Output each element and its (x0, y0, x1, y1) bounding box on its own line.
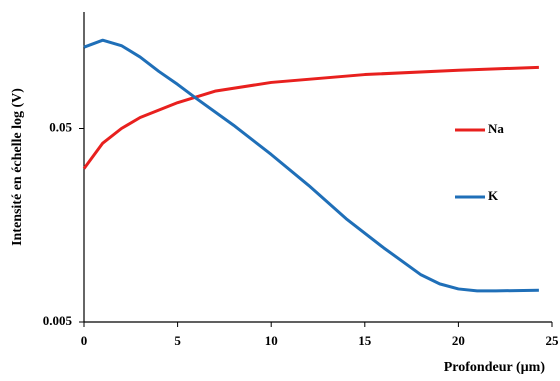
x-tick-label: 5 (174, 333, 181, 348)
y-axis-title: Intensité en échelle log (V) (10, 88, 25, 246)
x-tick-label: 20 (452, 333, 465, 348)
x-tick-label: 10 (265, 333, 278, 348)
y-tick-label: 0.005 (43, 313, 73, 328)
legend-label: K (488, 188, 499, 203)
x-tick-label: 25 (546, 333, 560, 348)
x-axis-title: Profondeur (µm) (444, 360, 546, 375)
data-line (82, 65, 539, 170)
legend-label: Na (488, 121, 504, 136)
x-tick-label: 0 (81, 333, 88, 348)
y-tick-label: 0.05 (49, 119, 72, 134)
x-tick-label: 15 (358, 333, 372, 348)
data-line (83, 38, 539, 293)
